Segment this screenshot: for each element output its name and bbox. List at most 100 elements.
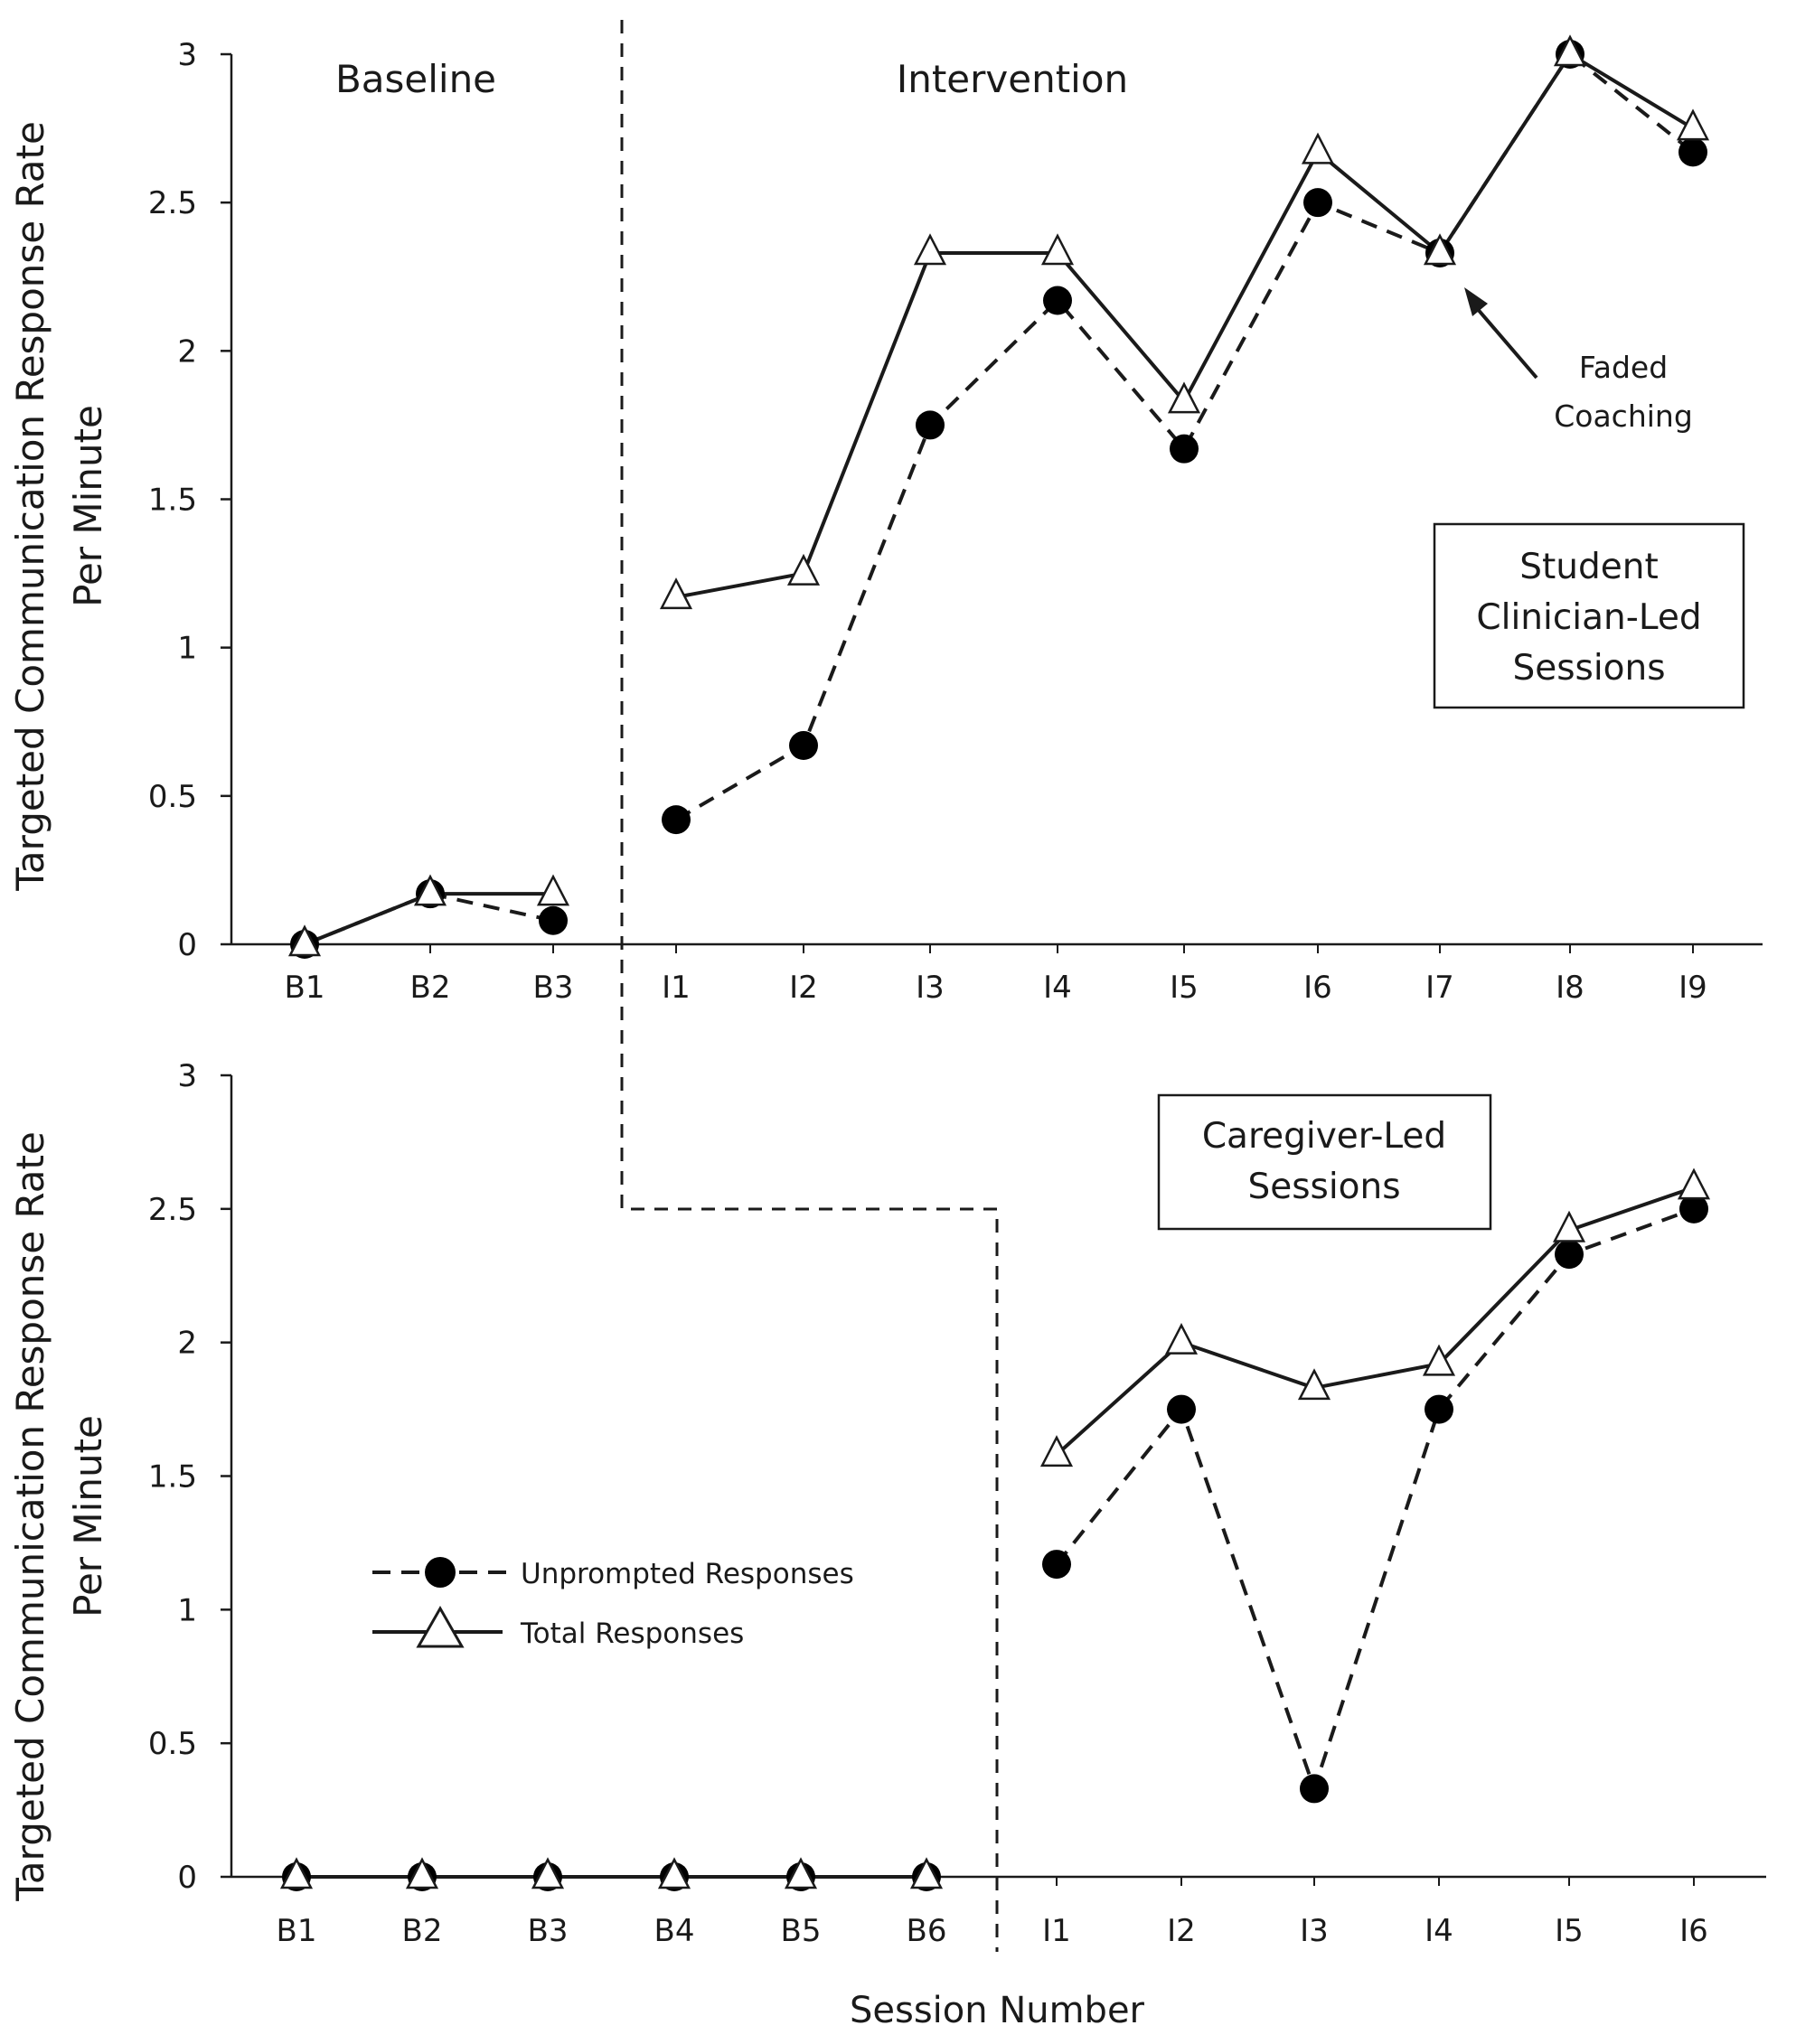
top-x-tick-label: I4: [1043, 970, 1072, 1006]
top-total-point: [413, 874, 447, 906]
legend-item-total: Total Responses: [372, 1605, 744, 1650]
top-total-line: [675, 52, 1695, 599]
bottom-x-tick-label: I1: [1042, 1913, 1071, 1949]
bottom-y-axis-label-line1: Targeted Communication Response Rate: [8, 1131, 52, 1902]
top-y-axis-label-line1: Targeted Communication Response Rate: [8, 121, 52, 892]
top-total-point: [1301, 132, 1335, 164]
top-total-point: [1167, 381, 1201, 414]
bottom-total-point: [531, 1857, 565, 1889]
legend-circle-marker: [425, 1557, 456, 1588]
bottom-x-tick-label: I5: [1555, 1913, 1584, 1949]
top-x-tick-label: I2: [789, 970, 818, 1006]
top-y-tick-label: 0: [177, 927, 197, 963]
bottom-total-point: [1039, 1435, 1074, 1467]
bottom-total-point: [1677, 1167, 1711, 1200]
bottom-y-tick-label: 1.5: [148, 1459, 197, 1495]
top-total-point: [1676, 108, 1710, 141]
top-x-tick-label: I8: [1556, 970, 1584, 1006]
bottom-x-tick-label: B1: [277, 1913, 317, 1949]
bottom-x-tick-label: B2: [402, 1913, 443, 1949]
top-total-point: [786, 553, 821, 586]
top-total-point: [1553, 34, 1587, 67]
bottom-total-point: [1552, 1210, 1586, 1242]
bottom-x-tick-label: B6: [907, 1913, 947, 1949]
top-unprompted-point: [1043, 286, 1072, 315]
top-y-tick-label: 1: [177, 631, 197, 667]
top-x-tick-label: B1: [285, 970, 325, 1006]
legend-label-unprompted: Unprompted Responses: [521, 1558, 854, 1590]
bottom-x-tick-label: I2: [1167, 1913, 1196, 1949]
x-axis-title: Session Number: [850, 1990, 1145, 2031]
phase-label-intervention: Intervention: [897, 57, 1128, 101]
top-x-tick-label: I9: [1678, 970, 1707, 1006]
bottom-total-point: [1164, 1322, 1199, 1355]
top-condition-box: Student Clinician-Led Sessions: [1433, 522, 1745, 709]
bottom-unprompted-point: [1679, 1194, 1708, 1224]
bottom-y-axis-label: Targeted Communication Response Rate Per…: [8, 1131, 110, 1902]
top-total-point: [287, 924, 322, 957]
top-total-point: [1040, 233, 1075, 266]
top-total-point: [659, 577, 693, 610]
bottom-y-tick-label: 2.5: [148, 1192, 197, 1228]
top-unprompted-point: [1678, 137, 1707, 167]
top-y-tick-label: 2.5: [148, 185, 197, 221]
bottom-total-point: [657, 1857, 691, 1889]
bottom-total-point: [279, 1857, 314, 1889]
top-x-tick-label: I5: [1170, 970, 1199, 1006]
bottom-unprompted-point: [1042, 1550, 1071, 1580]
annotation-arrow-head: [1464, 287, 1488, 316]
top-x-tick-label: I6: [1303, 970, 1332, 1006]
bottom-condition-box: Caregiver-Led Sessions: [1157, 1093, 1492, 1231]
top-y-tick-label: 3: [177, 37, 197, 73]
bottom-x-tick-label: I6: [1679, 1913, 1708, 1949]
annotation-line1: Faded: [1579, 350, 1668, 385]
bottom-x-tick-label: B4: [654, 1913, 695, 1949]
top-unprompted-point: [1170, 434, 1199, 464]
legend-triangle-marker: [416, 1605, 465, 1648]
top-y-tick-label: 2: [177, 333, 197, 370]
bottom-x-tick-label: B5: [781, 1913, 822, 1949]
legend-item-unprompted: Unprompted Responses: [372, 1557, 854, 1590]
top-box-line1: Student: [1519, 547, 1659, 587]
bottom-y-tick-label: 2: [177, 1326, 197, 1362]
top-x-tick-label: I3: [916, 970, 945, 1006]
top-unprompted-line: [304, 892, 554, 946]
bottom-panel: Targeted Communication Response Rate Per…: [8, 1058, 1766, 2031]
phase-change-line: [620, 20, 999, 1952]
faded-coaching-annotation: Faded Coaching: [1464, 287, 1693, 434]
bottom-total-point: [1297, 1368, 1331, 1401]
top-total-point: [536, 874, 570, 906]
bottom-y-axis-label-line2: Per Minute: [66, 1415, 110, 1617]
top-series-layer: [287, 34, 1710, 959]
top-panel: Targeted Communication Response Rate Per…: [8, 34, 1763, 1006]
bottom-y-tick-label: 1: [177, 1592, 197, 1628]
bottom-unprompted-point: [1300, 1774, 1329, 1804]
bottom-x-tick-label: B3: [528, 1913, 569, 1949]
top-y-tick-label: 0.5: [148, 779, 197, 815]
bottom-y-tick-label: 3: [177, 1058, 197, 1094]
top-box-line3: Sessions: [1512, 648, 1665, 689]
bottom-unprompted-point: [1555, 1240, 1584, 1270]
bottom-box-line1: Caregiver-Led: [1202, 1116, 1446, 1157]
bottom-unprompted-point: [1167, 1394, 1196, 1424]
top-total-point: [913, 233, 947, 266]
top-y-axis-label: Targeted Communication Response Rate Per…: [8, 121, 110, 892]
bottom-unprompted-line: [1055, 1206, 1695, 1791]
phase-label-baseline: Baseline: [335, 57, 496, 101]
bottom-x-tick-label: I4: [1425, 1913, 1453, 1949]
bottom-total-point: [405, 1857, 439, 1889]
top-x-tick-label: B2: [410, 970, 451, 1006]
bottom-series-layer: [279, 1167, 1711, 1891]
bottom-unprompted-point: [1425, 1394, 1453, 1424]
bottom-y-axis: 0 0.5 1 1.5 2 2.5 3: [148, 1058, 233, 1896]
top-unprompted-point: [662, 805, 691, 835]
bottom-y-tick-label: 0: [177, 1860, 197, 1896]
bottom-total-point: [784, 1857, 818, 1889]
bottom-total-point: [909, 1857, 944, 1889]
bottom-total-point: [1422, 1344, 1456, 1376]
top-x-tick-label: B3: [533, 970, 574, 1006]
top-unprompted-point: [916, 410, 945, 440]
top-y-axis: 0 0.5 1 1.5 2 2.5 3: [148, 37, 233, 963]
top-x-tick-label: I7: [1425, 970, 1454, 1006]
